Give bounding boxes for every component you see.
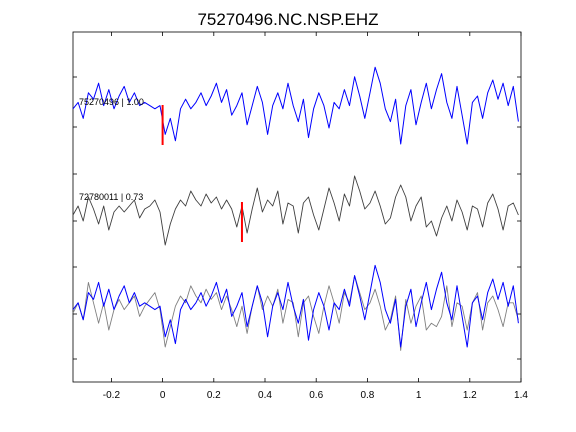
trace-line-2 [72, 175, 519, 246]
trace-line-3 [72, 275, 519, 351]
x-tick-label: 0 [160, 390, 166, 401]
x-tick-label: 1.4 [514, 390, 528, 401]
trace-line-1 [72, 66, 519, 145]
plot-frame [72, 31, 522, 383]
x-tick-label: 1 [416, 390, 422, 401]
x-tick-label: 0.8 [360, 390, 374, 401]
x-tick-label: -0.2 [103, 390, 121, 401]
x-tick-label: 0.2 [207, 390, 221, 401]
x-tick-label: 0.6 [309, 390, 323, 401]
x-tick-label: 1.2 [463, 390, 477, 401]
y-ticks [73, 76, 521, 360]
chart-title: 75270496.NC.NSP.EHZ [197, 10, 378, 29]
trace-line-4 [72, 264, 519, 348]
x-axis: -0.2 0 0.2 0.4 0.6 0.8 1 1.2 1.4 [103, 32, 528, 401]
trace-label: 72780011 | 0.73 [79, 192, 143, 202]
trace-label: 75270496 | 1.00 [79, 97, 144, 107]
x-tick-label: 0.4 [258, 390, 272, 401]
pick-markers [161, 105, 243, 242]
trace-labels: 75270496 | 1.00 72780011 | 0.73 [79, 97, 144, 202]
traces [72, 66, 519, 351]
